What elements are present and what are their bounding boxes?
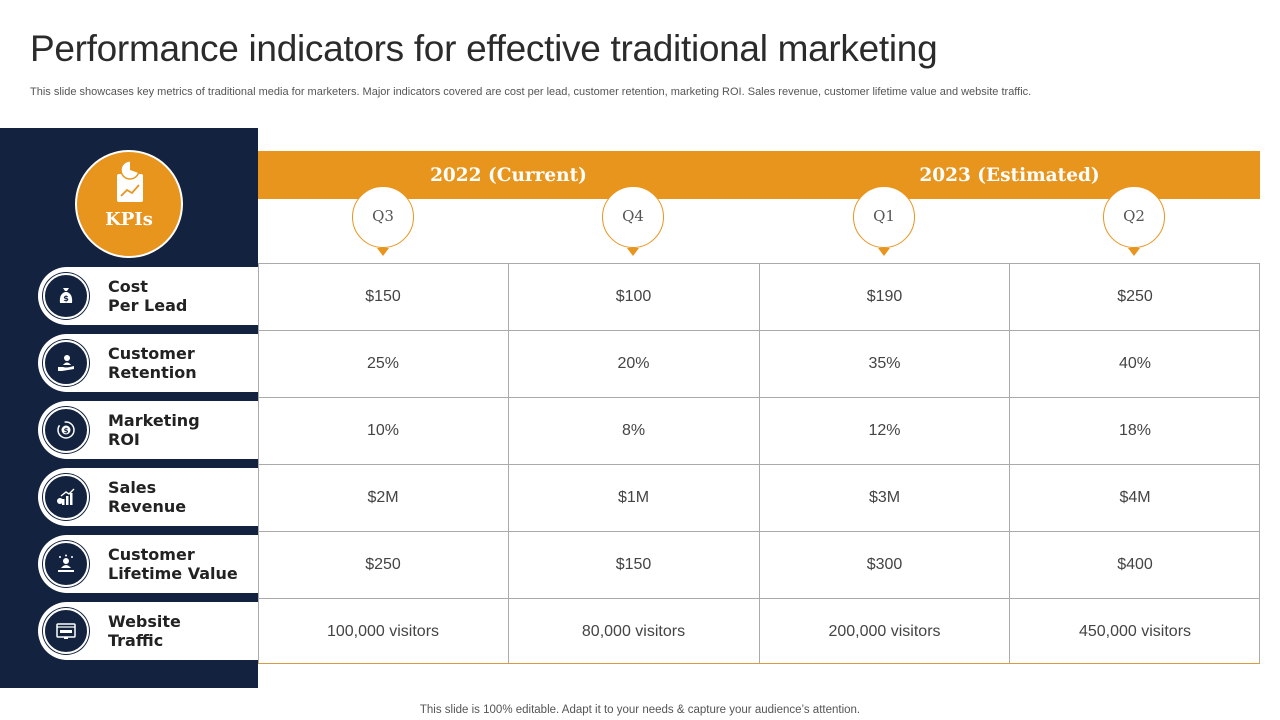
page-title: Performance indicators for effective tra… [30, 28, 938, 69]
svg-text:$: $ [63, 294, 69, 303]
table-cell: $300 [866, 556, 903, 573]
table-cell: 100,000 visitors [326, 623, 440, 640]
table-cell: 20% [617, 355, 650, 372]
web-browser-icon [43, 608, 89, 654]
table-cell: $400 [1117, 556, 1153, 573]
table-cell: $2M [367, 489, 399, 506]
kpi-label: Sales Revenue [108, 478, 187, 516]
page-footer: This slide is 100% editable. Adapt it to… [419, 704, 861, 716]
kpi-row-cost-per-lead: $ Cost Per Lead [38, 267, 258, 325]
table-cell: $1M [617, 489, 650, 506]
table-cell: $150 [365, 288, 401, 305]
kpi-row-customer-retention: Customer Retention [38, 334, 258, 392]
kpi-label: Customer Retention [108, 344, 197, 382]
table-cell: 8% [621, 422, 646, 439]
kpi-row-customer-lifetime-value: Customer Lifetime Value [38, 535, 258, 593]
table-cell: $190 [866, 288, 903, 305]
table-cell: $4M [1119, 489, 1151, 506]
table-cell: 25% [366, 355, 400, 372]
coin-cycle-icon: $ [43, 407, 89, 453]
quarter-badge-q4: Q4 [602, 186, 664, 248]
table-cell: $250 [365, 556, 401, 573]
column-divider [1259, 263, 1260, 663]
kpi-header-label: KPIs [105, 209, 153, 230]
table-cell: 450,000 visitors [1078, 623, 1192, 640]
hand-person-icon [43, 340, 89, 386]
year-header-2023: 2023 (Estimated) [919, 165, 1100, 186]
quarter-badge-q2: Q2 [1103, 186, 1165, 248]
quarter-pointer [627, 248, 639, 256]
quarter-pointer [1128, 248, 1140, 256]
kpi-row-marketing-roi: $ Marketing ROI [38, 401, 258, 459]
growth-chart-icon [43, 474, 89, 520]
quarter-badge-q3: Q3 [352, 186, 414, 248]
table-cell: 10% [366, 422, 400, 439]
quarter-pointer [377, 248, 389, 256]
report-chart-icon [117, 160, 143, 202]
table-cell: 18% [1118, 422, 1152, 439]
svg-text:$: $ [64, 427, 69, 435]
table-cell: 40% [1118, 355, 1152, 372]
kpi-header-badge: KPIs [75, 150, 183, 258]
column-divider [1009, 263, 1010, 663]
page-subtitle: This slide showcases key metrics of trad… [30, 86, 1032, 98]
kpi-row-website-traffic: Website Traffic [38, 602, 258, 660]
money-bag-icon: $ [43, 273, 89, 319]
quarter-pointer [878, 248, 890, 256]
table-cell: 35% [868, 355, 901, 372]
kpi-label: Website Traffic [108, 612, 181, 650]
table-cell: 200,000 visitors [828, 623, 941, 640]
kpi-label: Customer Lifetime Value [108, 545, 238, 583]
column-divider [258, 263, 259, 663]
table-row: 100,000 visitors 80,000 visitors 200,000… [258, 599, 1260, 666]
table-cell: 12% [868, 422, 901, 439]
quarter-badge-q1: Q1 [853, 186, 915, 248]
customer-value-icon [43, 541, 89, 587]
table-cell: 80,000 visitors [581, 623, 686, 640]
column-divider [759, 263, 760, 663]
table-cell: $3M [868, 489, 901, 506]
year-header-bar: 2022 (Current) 2023 (Estimated) [258, 151, 1260, 199]
table-cell: $100 [615, 288, 652, 305]
kpi-row-sales-revenue: Sales Revenue [38, 468, 258, 526]
year-header-2022: 2022 (Current) [430, 165, 587, 186]
table-cell: $250 [1117, 288, 1153, 305]
kpi-label: Cost Per Lead [108, 277, 188, 315]
kpi-label: Marketing ROI [108, 411, 200, 449]
column-divider [508, 263, 509, 663]
table-cell: $150 [615, 556, 652, 573]
